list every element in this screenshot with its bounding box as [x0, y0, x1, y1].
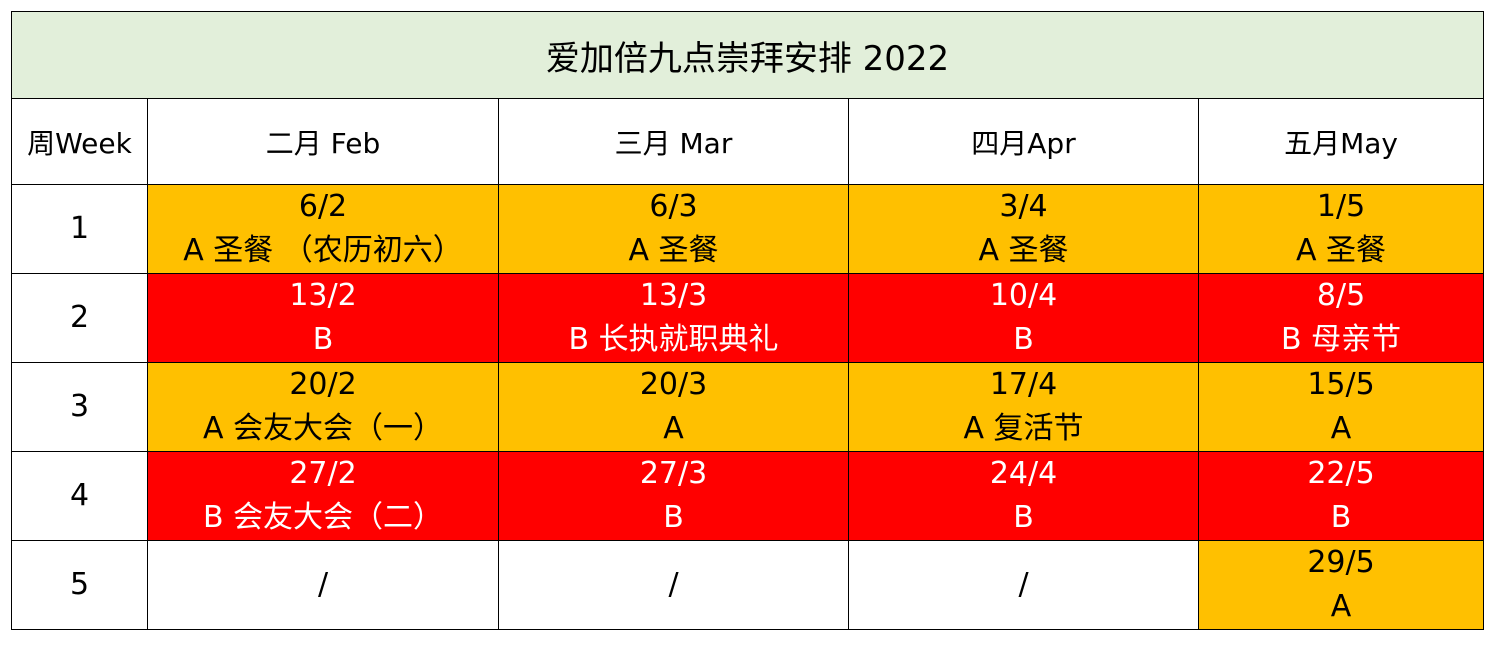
cell-note: B — [1330, 500, 1352, 535]
header-apr: 四月Apr — [848, 98, 1199, 185]
cell-note: A 会友大会（一） — [202, 411, 444, 446]
cell-note: B — [1013, 322, 1034, 357]
schedule-cell: 3/4 A 圣餐 — [848, 184, 1199, 274]
title-row: 爱加倍九点崇拜安排 2022 — [10, 11, 1485, 99]
header-feb: 二月 Feb — [147, 98, 499, 185]
schedule-cell: 15/5 A — [1197, 362, 1485, 452]
cell-note: A 圣餐 （农历初六） — [183, 233, 463, 268]
table-row: 3 20/2 A 会友大会（一） 20/3 A 17/4 A 复活节 15/5 A — [11, 362, 1485, 452]
schedule-cell: / — [498, 540, 849, 630]
cell-date: 17/4 — [989, 367, 1058, 402]
cell-note: B — [1013, 500, 1034, 535]
schedule-cell: 13/2 B — [147, 273, 499, 363]
cell-date: 6/3 — [649, 189, 698, 224]
header-row: 周Week 二月 Feb 三月 Mar 四月Apr 五月May — [11, 98, 1485, 185]
schedule-cell: 13/3 B 长执就职典礼 — [498, 273, 849, 363]
cell-date: / — [668, 567, 679, 602]
table-row: 5 / / / 29/5 A — [11, 540, 1485, 630]
table-row: 2 13/2 B 13/3 B 长执就职典礼 10/4 B 8/5 B 母亲节 — [11, 273, 1485, 363]
schedule-cell: 24/4 B — [848, 451, 1199, 541]
week-number: 1 — [11, 184, 148, 274]
cell-date: 27/2 — [289, 456, 357, 491]
cell-date: 3/4 — [999, 189, 1048, 224]
table-title: 爱加倍九点崇拜安排 2022 — [10, 11, 1485, 99]
schedule-cell: 17/4 A 复活节 — [848, 362, 1199, 452]
cell-date: 13/3 — [639, 278, 708, 313]
cell-date: 13/2 — [289, 278, 357, 313]
week-number: 4 — [11, 451, 148, 541]
header-mar: 三月 Mar — [498, 98, 849, 185]
schedule-cell: / — [848, 540, 1199, 630]
schedule-cell: 6/3 A 圣餐 — [498, 184, 849, 274]
cell-note: A 圣餐 — [1295, 233, 1387, 268]
schedule-cell: 27/3 B — [498, 451, 849, 541]
cell-date: 22/5 — [1307, 456, 1375, 491]
week-number: 5 — [11, 540, 148, 630]
cell-date: 8/5 — [1316, 278, 1366, 313]
cell-date: 6/2 — [298, 189, 348, 224]
cell-note: A 圣餐 — [978, 233, 1069, 268]
cell-note: A 复活节 — [963, 411, 1084, 446]
cell-date: 20/3 — [639, 367, 708, 402]
schedule-cell: 6/2 A 圣餐 （农历初六） — [147, 184, 499, 274]
cell-note: A 圣餐 — [628, 233, 719, 268]
schedule-cell: 20/2 A 会友大会（一） — [147, 362, 499, 452]
cell-date: 15/5 — [1307, 367, 1375, 402]
cell-note: B 长执就职典礼 — [568, 322, 779, 357]
cell-note: A — [663, 411, 684, 446]
cell-date: 20/2 — [289, 367, 357, 402]
table-row: 1 6/2 A 圣餐 （农历初六） 6/3 A 圣餐 3/4 A 圣餐 1/5 A 圣餐 — [11, 184, 1485, 274]
schedule-cell: 27/2 B 会友大会（二） — [147, 451, 499, 541]
schedule-cell: 10/4 B — [848, 273, 1199, 363]
week-number: 2 — [11, 273, 148, 363]
cell-note: B — [312, 322, 334, 357]
schedule-cell: 1/5 A 圣餐 — [1197, 184, 1485, 274]
cell-note: A — [1330, 411, 1352, 446]
cell-date: 24/4 — [989, 456, 1058, 491]
header-may: 五月May — [1197, 98, 1485, 185]
week-number: 3 — [11, 362, 148, 452]
cell-date: 29/5 — [1307, 545, 1375, 580]
cell-date: 10/4 — [989, 278, 1058, 313]
schedule-cell: / — [147, 540, 499, 630]
cell-date: / — [1018, 567, 1029, 602]
schedule-cell: 29/5 A — [1197, 540, 1485, 630]
table-row: 4 27/2 B 会友大会（二） 27/3 B 24/4 B 22/5 B — [11, 451, 1485, 541]
cell-date: 27/3 — [639, 456, 708, 491]
schedule-cell: 22/5 B — [1197, 451, 1485, 541]
cell-note: A — [1330, 589, 1352, 624]
schedule-table: 爱加倍九点崇拜安排 2022 周Week 二月 Feb 三月 Mar 四月Apr… — [10, 11, 1485, 630]
cell-note: B 会友大会（二） — [202, 500, 444, 535]
schedule-cell: 20/3 A — [498, 362, 849, 452]
cell-note: B — [663, 500, 684, 535]
cell-date: / — [317, 567, 329, 602]
header-week: 周Week — [11, 98, 148, 185]
cell-date: 1/5 — [1316, 189, 1366, 224]
schedule-cell: 8/5 B 母亲节 — [1197, 273, 1485, 363]
cell-note: B 母亲节 — [1280, 322, 1402, 357]
